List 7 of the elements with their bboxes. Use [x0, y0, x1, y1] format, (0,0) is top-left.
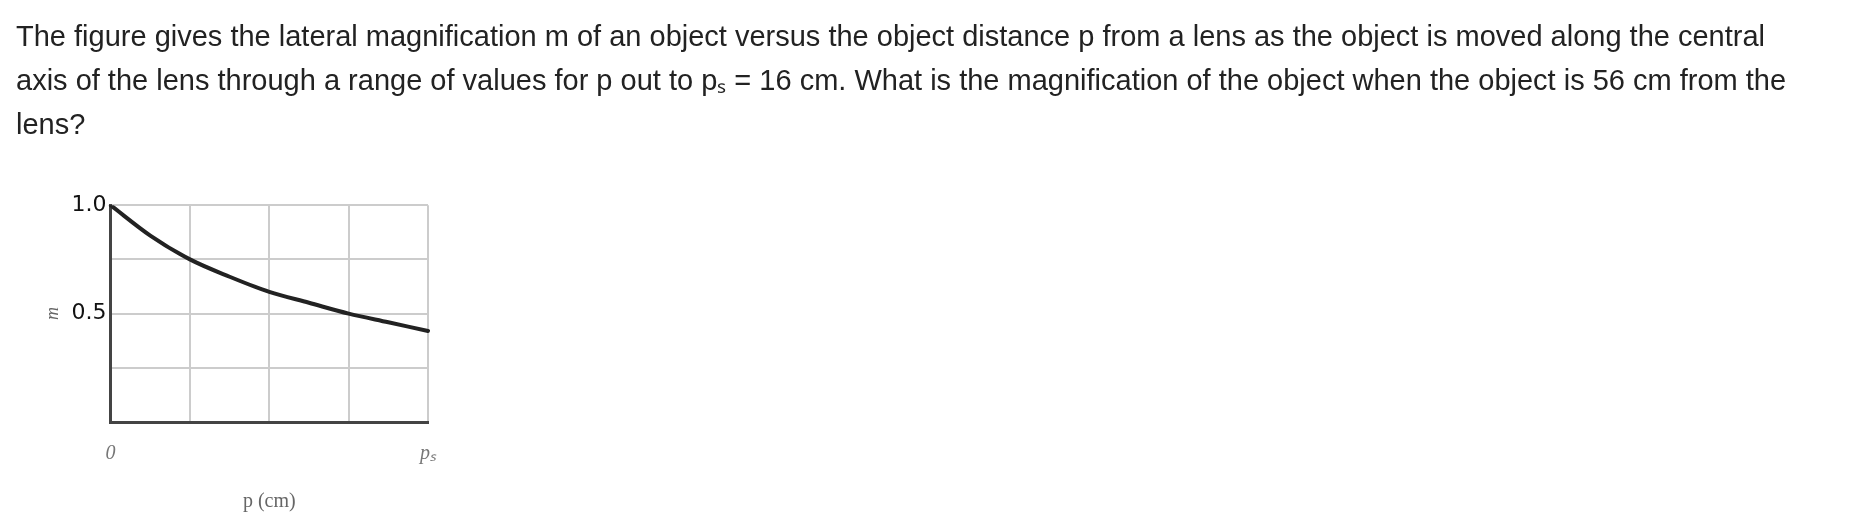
x-tick-label: 0 [105, 441, 116, 464]
y-axis-title: m [41, 307, 62, 321]
x-tick-label: pₛ [418, 441, 437, 465]
y-tick-label: 0.5 [71, 299, 107, 325]
y-tick-label: 1.0 [71, 190, 107, 216]
x-axis-title: p (cm) [242, 489, 296, 513]
text: The figure gives the lateral magnification m of an object versus the object distance p from a lens as the object is moved along the central axis of the lens through a range of values for p out to pₛ = 16 cm. What is the magnification of the object when the object is 56 cm from the lens? [16, 19, 1788, 142]
